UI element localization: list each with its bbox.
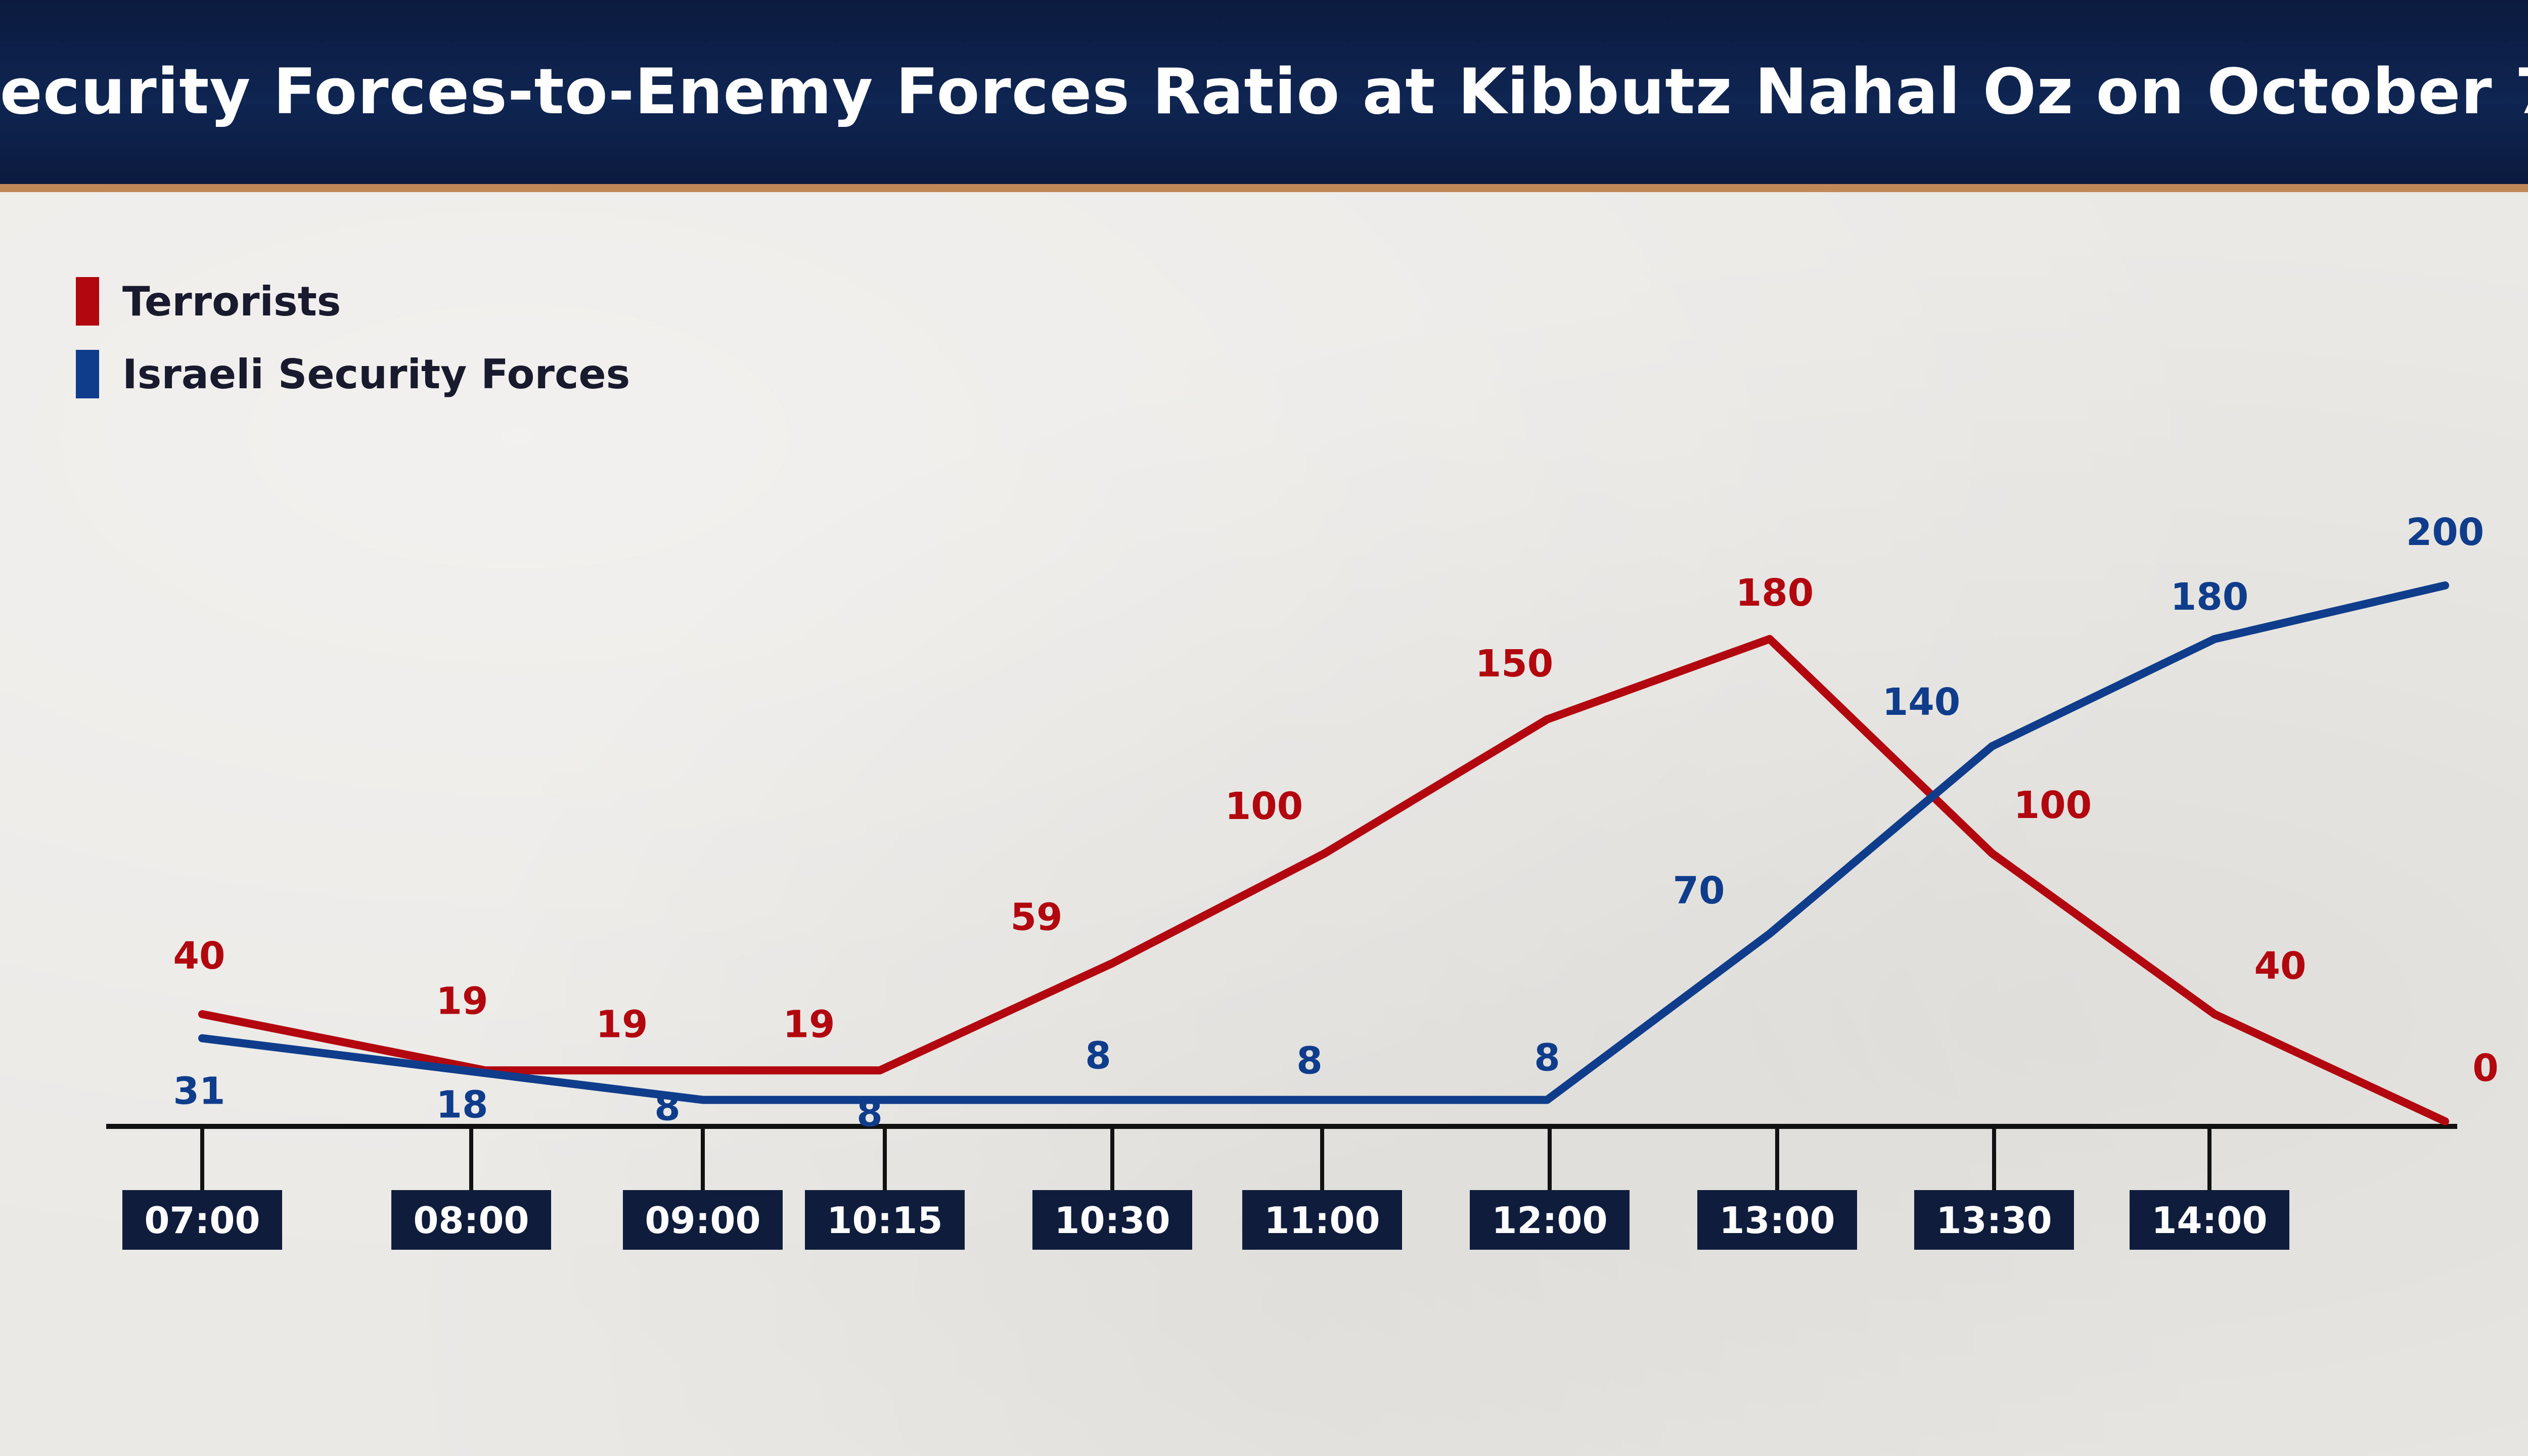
data-label-security-forces: 8 (1534, 1036, 1560, 1080)
data-point-security-forces (1769, 933, 1770, 934)
x-tick-box (623, 1190, 783, 1250)
data-label-terrorists: 59 (1011, 895, 1063, 939)
legend-swatch-terrorists (76, 277, 99, 326)
series-line-security-forces (198, 581, 2449, 1104)
title-bar: Security Forces-to-Enemy Forces Ratio at… (0, 0, 2528, 192)
data-label-terrorists: 100 (2014, 784, 2092, 827)
legend-item-terrorists: Terrorists (76, 277, 630, 326)
data-label-security-forces: 180 (2171, 575, 2248, 619)
data-label-terrorists: 19 (783, 1003, 835, 1046)
x-tick-label: 09:00 (645, 1199, 760, 1242)
x-tick-label: 07:00 (144, 1199, 260, 1242)
x-tick-label: 08:00 (413, 1199, 529, 1242)
data-label-terrorists: 0 (2472, 1046, 2499, 1090)
data-point-terrorists (1112, 963, 1113, 964)
data-point-security-forces (1992, 746, 1993, 747)
data-label-security-forces: 200 (2406, 511, 2484, 554)
data-point-terrorists (879, 1070, 880, 1071)
data-point-security-forces (1112, 1100, 1113, 1101)
x-tick-box (805, 1190, 965, 1250)
x-tick-label: 14:00 (2151, 1199, 2267, 1242)
data-point-terrorists (2214, 1014, 2215, 1015)
series-line-terrorists (198, 635, 2449, 1125)
x-tick-box (1914, 1190, 2074, 1250)
data-label-security-forces: 8 (654, 1086, 681, 1129)
data-label-terrorists: 40 (173, 934, 225, 978)
data-label-terrorists: 180 (1736, 571, 1814, 615)
data-label-security-forces: 70 (1673, 869, 1725, 913)
data-label-security-forces: 18 (436, 1083, 488, 1127)
x-tick-box (2130, 1190, 2289, 1250)
x-tick-label: 10:15 (827, 1199, 942, 1242)
x-tick-label: 13:00 (1719, 1199, 1835, 1242)
x-tick-label: 12:00 (1492, 1199, 1607, 1242)
x-tick-box (1470, 1190, 1630, 1250)
data-point-terrorists (202, 1014, 203, 1015)
data-point-security-forces (2445, 585, 2446, 586)
data-point-terrorists (702, 1070, 703, 1071)
data-label-terrorists: 19 (436, 979, 488, 1023)
data-label-security-forces: 8 (856, 1092, 883, 1135)
x-tick-box (1697, 1190, 1857, 1250)
x-tick-label: 13:30 (1936, 1199, 2052, 1242)
data-label-terrorists: 150 (1475, 642, 1553, 686)
legend-item-security-forces: Israeli Security Forces (76, 350, 630, 398)
x-tick-box (391, 1190, 551, 1250)
data-label-security-forces: 8 (1296, 1039, 1323, 1083)
data-point-terrorists (1992, 853, 1993, 854)
data-point-terrorists (2445, 1121, 2446, 1122)
data-point-security-forces (1324, 1100, 1325, 1101)
x-tick-box (1032, 1190, 1192, 1250)
data-label-security-forces: 140 (1882, 680, 1960, 724)
x-tick-label: 11:00 (1264, 1199, 1380, 1242)
data-point-terrorists (1324, 853, 1325, 854)
data-label-security-forces: 31 (173, 1070, 225, 1113)
data-point-security-forces (2214, 639, 2215, 640)
legend: Terrorists Israeli Security Forces (76, 277, 630, 423)
legend-swatch-security-forces (76, 350, 99, 398)
data-point-security-forces (485, 1073, 486, 1074)
data-label-terrorists: 19 (596, 1003, 648, 1046)
legend-label-terrorists: Terrorists (122, 278, 341, 325)
data-point-terrorists (1769, 639, 1770, 640)
x-tick-box (122, 1190, 282, 1250)
data-label-security-forces: 8 (1085, 1034, 1111, 1078)
x-tick-box (1242, 1190, 1402, 1250)
x-tick-label: 10:30 (1054, 1199, 1170, 1242)
data-point-security-forces (1547, 1100, 1548, 1101)
data-point-terrorists (1547, 719, 1548, 720)
data-label-terrorists: 40 (2254, 944, 2307, 988)
data-point-security-forces (702, 1100, 703, 1101)
data-point-security-forces (202, 1038, 203, 1039)
data-label-terrorists: 100 (1225, 785, 1303, 828)
chart-title: Security Forces-to-Enemy Forces Ratio at… (0, 56, 2528, 128)
legend-label-security-forces: Israeli Security Forces (122, 350, 630, 398)
